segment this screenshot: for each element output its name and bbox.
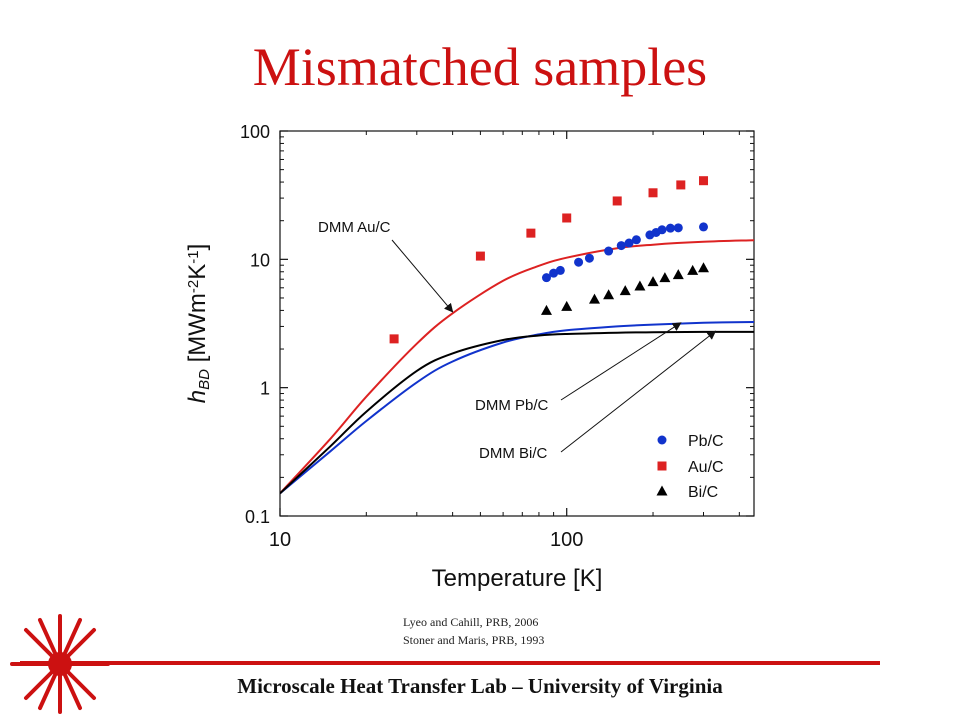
data-point-pb-c [631,235,641,245]
data-point-bi-c [647,276,659,287]
data-point-pb-c [665,223,675,233]
reference-2: Stoner and Maris, PRB, 1993 [403,633,545,647]
series-line-dmm-au-c [280,239,754,495]
legend-marker-pb-c [657,435,667,445]
data-point-pb-c [699,222,709,232]
legend-marker-au-c [657,461,667,471]
data-point-au-c [612,196,622,206]
references: Lyeo and Cahill, PRB, 2006 Stoner and Ma… [403,613,544,649]
data-point-bi-c [659,272,671,283]
data-point-bi-c [603,289,615,300]
annotation-label: DMM Pb/C [475,397,549,414]
annotation-arrow [560,330,717,453]
data-point-au-c [676,180,686,190]
annotation-arrow [391,239,454,313]
footer-divider [20,661,880,665]
data-point-bi-c [698,262,710,273]
data-point-bi-c [561,300,573,311]
data-point-pb-c [616,241,626,251]
legend-marker-bi-c [656,485,668,496]
x-axis-label: Temperature [K] [432,565,603,592]
y-tick-label: 100 [240,122,270,142]
data-point-pb-c [574,257,584,267]
slide-title: Mismatched samples [252,37,708,97]
series-line-dmm-bi-c [280,330,754,495]
legend-label: Bi/C [688,484,718,501]
data-point-pb-c [549,268,559,278]
data-point-pb-c [584,253,594,263]
plot-frame [279,130,755,517]
data-point-bi-c [540,304,552,315]
x-tick-label: 100 [550,529,583,551]
data-point-bi-c [672,269,684,280]
data-point-au-c [526,228,536,238]
x-tick-label: 10 [269,529,291,551]
reference-1: Lyeo and Cahill, PRB, 2006 [403,615,539,629]
y-tick-label: 0.1 [245,507,270,527]
y-tick-label: 10 [250,250,270,270]
annotation-label: DMM Au/C [318,219,391,236]
data-point-pb-c [541,273,551,283]
data-point-au-c [648,188,658,198]
y-tick-label: 1 [260,379,270,399]
annotation-arrow [560,322,682,401]
data-point-pb-c [624,238,634,248]
legend-label: Au/C [688,459,724,476]
legend-label: Pb/C [688,433,724,450]
annotation-label: DMM Bi/C [479,445,547,462]
data-point-au-c [475,251,485,261]
data-point-au-c [389,334,399,344]
data-point-au-c [699,176,709,186]
footer-text: Microscale Heat Transfer Lab – Universit… [237,674,723,698]
data-point-bi-c [589,293,600,304]
y-axis-label: hBD [MWm-2K-1] [184,244,213,404]
data-point-pb-c [657,225,667,235]
data-point-au-c [562,213,572,223]
data-point-bi-c [634,280,646,291]
laser-burst-logo [10,614,110,714]
data-point-bi-c [687,264,699,275]
data-point-bi-c [619,285,631,296]
data-point-pb-c [673,223,683,233]
data-point-pb-c [555,265,565,275]
data-point-pb-c [604,246,614,256]
